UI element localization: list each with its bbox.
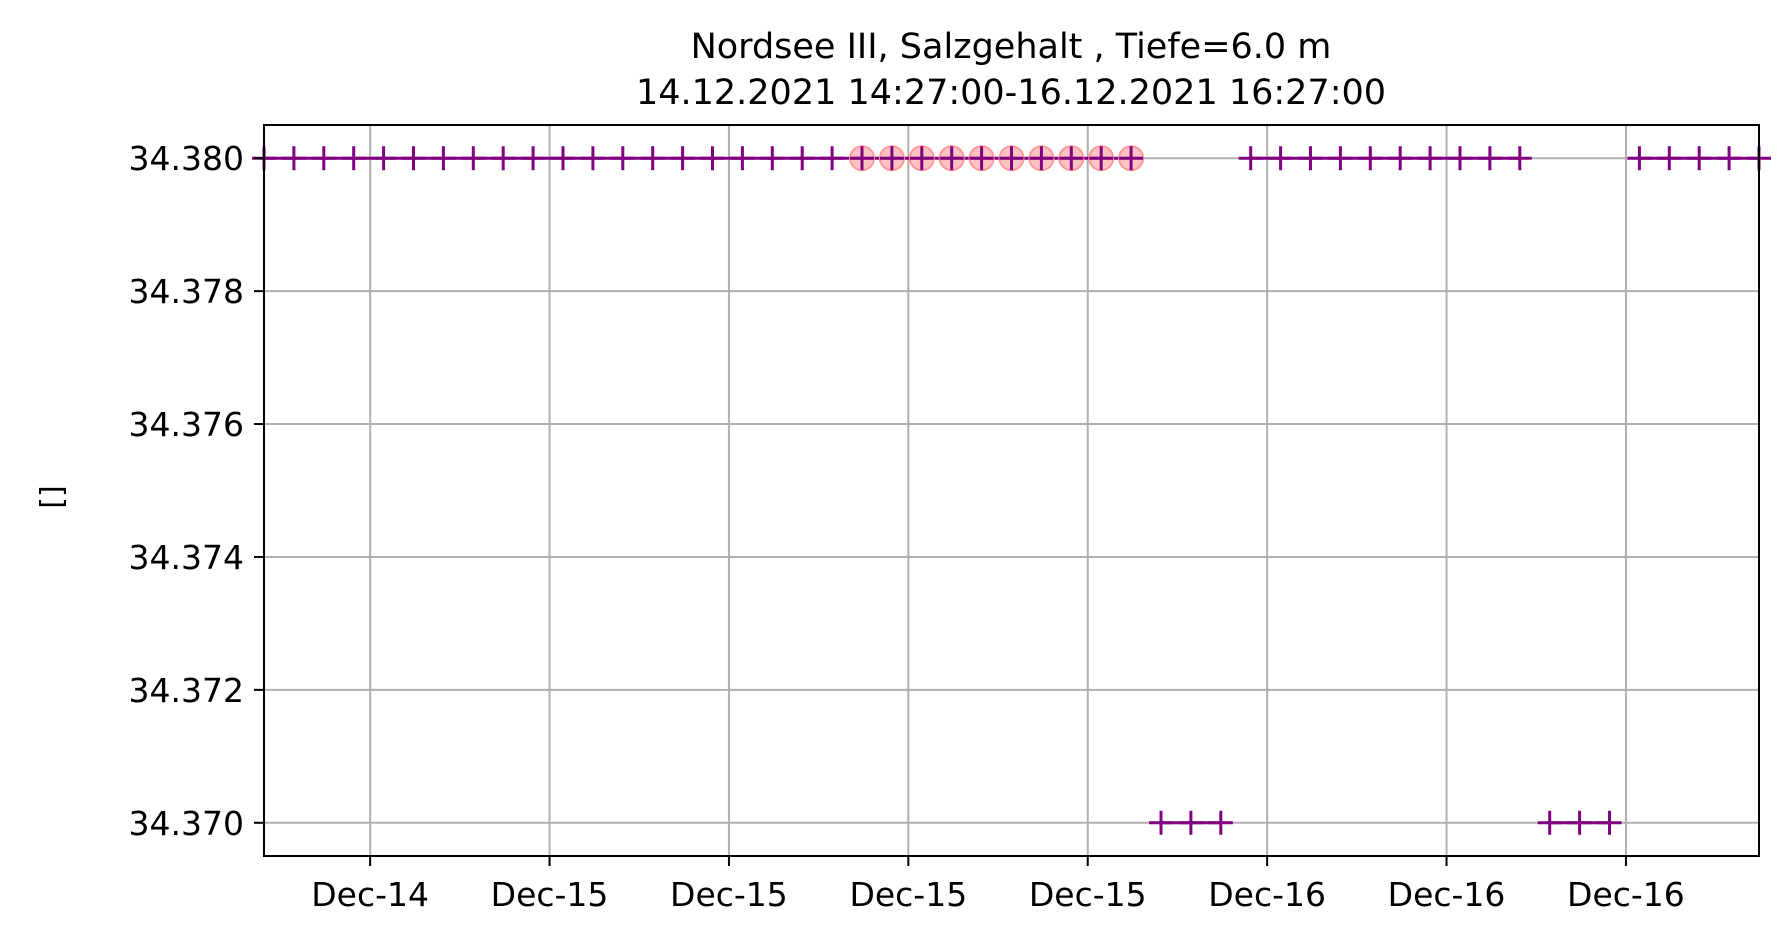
data-point [670, 146, 695, 171]
data-point [700, 146, 725, 171]
data-point [1597, 810, 1622, 835]
data-point [521, 146, 546, 171]
x-tick-label: Dec-15 [491, 875, 609, 914]
data-point [1717, 146, 1742, 171]
y-axis-label: [] [35, 485, 70, 508]
x-tick-label: Dec-15 [670, 875, 788, 914]
data-point [431, 146, 456, 171]
data-point [1388, 146, 1413, 171]
y-tick-label: 34.378 [129, 272, 244, 311]
data-point [1149, 810, 1173, 835]
data-point [1238, 146, 1263, 171]
x-tick-label: Dec-16 [1388, 875, 1506, 914]
x-tick-label: Dec-15 [1029, 875, 1147, 914]
grid-lines [264, 125, 1759, 856]
data-point [730, 146, 755, 171]
data-point [461, 146, 486, 171]
data-point [879, 146, 904, 171]
data-point [401, 146, 426, 171]
data-point [820, 146, 845, 171]
x-tick-label: Dec-16 [1208, 875, 1326, 914]
data-point [1298, 146, 1323, 171]
data-point [1358, 146, 1383, 171]
y-tick-label: 34.380 [129, 139, 244, 178]
x-tick-label: Dec-15 [849, 875, 967, 914]
data-point [1089, 146, 1114, 171]
data-point [1627, 146, 1652, 171]
data-point [580, 146, 605, 171]
data-point [939, 146, 964, 171]
data-point [760, 146, 785, 171]
data-point [341, 146, 366, 171]
y-tick-label: 34.376 [129, 405, 244, 444]
data-point [1418, 146, 1443, 171]
data-point [640, 146, 665, 171]
x-tick-label: Dec-14 [311, 875, 429, 914]
y-tick-label: 34.372 [129, 671, 244, 710]
data-point [1178, 810, 1203, 835]
axis-ticks: Dec-14 Dec-15 Dec-15 Dec-15 Dec-15 Dec-16 Dec-… [129, 139, 1685, 914]
data-point [311, 146, 336, 171]
data-point [551, 146, 575, 171]
data-point [1687, 146, 1712, 171]
data-point [1477, 146, 1502, 171]
data-point [610, 146, 635, 171]
data-point [1657, 146, 1682, 171]
chart-title: Nordsee III, Salzgehalt , Tiefe=6.0 m [691, 27, 1332, 67]
data-point [1119, 146, 1144, 171]
data-point [969, 146, 994, 171]
data-point [1328, 146, 1353, 171]
data-point [999, 146, 1024, 171]
data-point [491, 146, 516, 171]
data-point [850, 146, 874, 171]
data-point [1268, 146, 1293, 171]
x-tick-label: Dec-16 [1567, 875, 1685, 914]
data-point [1059, 146, 1084, 171]
data-point [1448, 146, 1472, 171]
plot-frame [263, 124, 1760, 857]
chart-subtitle: 14.12.2021 14:27:00-16.12.2021 16:27:00 [636, 73, 1386, 113]
data-point [281, 146, 306, 171]
data-point [1208, 810, 1233, 835]
data-point [909, 146, 934, 171]
data-point [371, 146, 396, 171]
data-point [1029, 146, 1054, 171]
data-point [790, 146, 815, 171]
y-tick-label: 34.370 [129, 804, 244, 843]
y-tick-label: 34.374 [129, 538, 244, 577]
data-series [252, 145, 1771, 835]
data-point [1537, 810, 1562, 835]
data-point [1507, 146, 1532, 171]
data-point [1567, 810, 1592, 835]
